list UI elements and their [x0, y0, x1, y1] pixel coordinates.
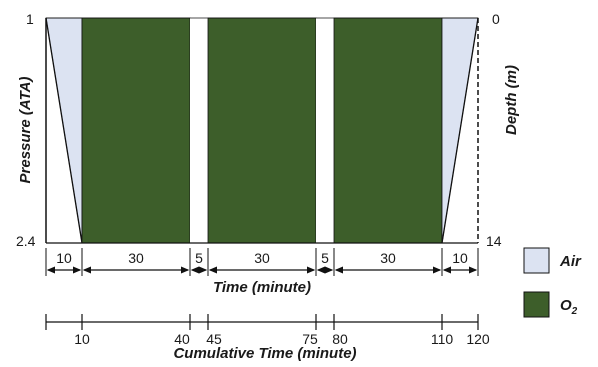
right-top-tick: 0	[492, 11, 500, 27]
cumulative-tick-label: 10	[74, 331, 90, 347]
profile-segment-hold	[207, 17, 317, 244]
legend-oxygen-label: O2	[560, 297, 578, 317]
legend-oxygen-swatch	[523, 291, 550, 318]
duration-label: 10	[452, 250, 468, 266]
cumulative-tick-label: 75	[302, 331, 318, 347]
pressure-axis-title: Pressure (ATA)	[17, 77, 34, 184]
duration-label: 30	[254, 250, 270, 266]
cumulative-tick-label: 45	[206, 331, 222, 347]
profile-segment-break	[190, 18, 208, 243]
legend-air-swatch	[523, 247, 550, 274]
profile-segment-hold	[333, 17, 443, 244]
duration-row: 10 30 5 30 5 30 10	[45, 248, 479, 276]
left-top-tick: 1	[26, 11, 34, 27]
cumulative-ticks: 10 40 45 75 80 110 120	[45, 314, 490, 347]
right-bottom-tick: 14	[486, 233, 502, 249]
duration-label: 5	[195, 250, 203, 266]
duration-label: 5	[321, 250, 329, 266]
cumulative-tick-label: 120	[466, 331, 490, 347]
legend-oxygen-sub: 2	[571, 306, 578, 317]
descent-line	[45, 17, 83, 244]
left-bottom-tick: 2.4	[16, 233, 36, 249]
legend-oxygen-main: O	[560, 297, 572, 314]
profile-segment-break	[316, 18, 334, 243]
cumulative-axis-title: Cumulative Time (minute)	[173, 345, 356, 362]
profile-area	[45, 17, 479, 244]
cumulative-tick-label: 40	[174, 331, 190, 347]
legend: Air O2	[523, 247, 582, 318]
legend-air-label: Air	[559, 253, 582, 270]
duration-label: 30	[380, 250, 396, 266]
duration-label: 10	[56, 250, 72, 266]
ascent-line	[441, 17, 479, 244]
profile-segment-hold	[81, 17, 191, 244]
depth-axis-title: Depth (m)	[503, 65, 520, 135]
time-axis-title: Time (minute)	[213, 279, 311, 296]
cumulative-tick-label: 110	[431, 331, 454, 347]
cumulative-tick-label: 80	[332, 331, 348, 347]
duration-label: 30	[128, 250, 144, 266]
